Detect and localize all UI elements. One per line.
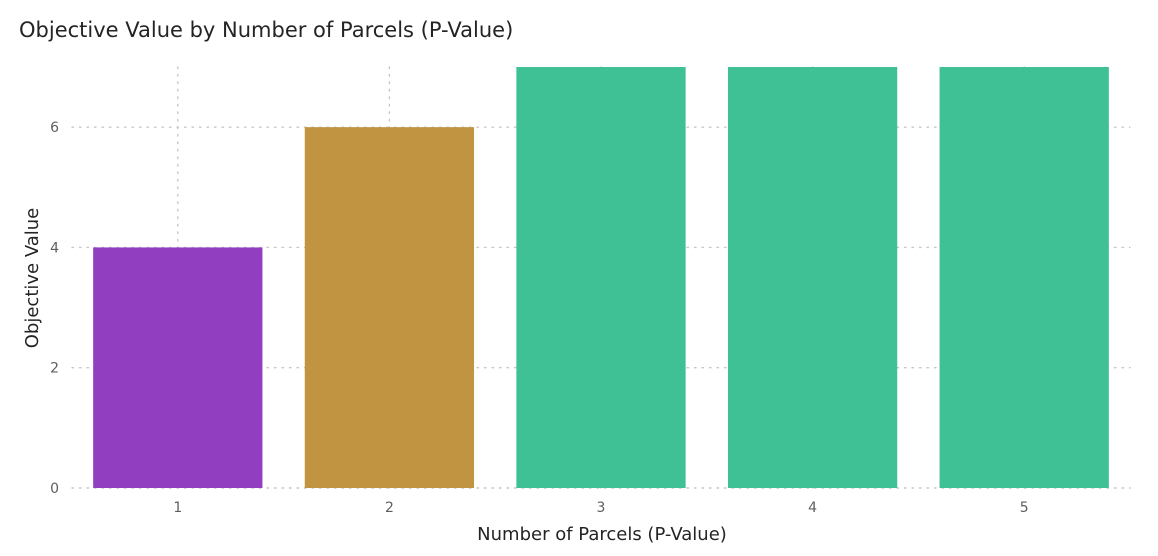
- x-tick-label: 2: [385, 500, 394, 516]
- y-tick-label: 0: [50, 481, 59, 497]
- x-tick-label: 1: [173, 500, 182, 516]
- bar-2: [304, 127, 475, 489]
- y-axis-title: Objective Value: [22, 208, 43, 349]
- y-tick-label: 6: [50, 120, 59, 136]
- x-tick-label: 5: [1020, 500, 1029, 516]
- x-tick-label: 3: [597, 500, 606, 516]
- y-tick-label: 2: [50, 361, 59, 377]
- bar-1: [93, 247, 263, 488]
- bar-5: [939, 67, 1109, 488]
- bars: [93, 67, 1109, 489]
- bar-4: [727, 67, 898, 488]
- chart-title: Objective Value by Number of Parcels (P-…: [19, 18, 514, 42]
- x-axis-title: Number of Parcels (P-Value): [477, 524, 727, 545]
- y-axis-ticks: 0 2 4 6: [50, 120, 59, 497]
- x-axis-ticks: 1 2 3 4 5: [173, 500, 1028, 516]
- y-tick-label: 4: [50, 240, 59, 256]
- x-tick-label: 4: [808, 500, 817, 516]
- bar-3: [516, 67, 686, 488]
